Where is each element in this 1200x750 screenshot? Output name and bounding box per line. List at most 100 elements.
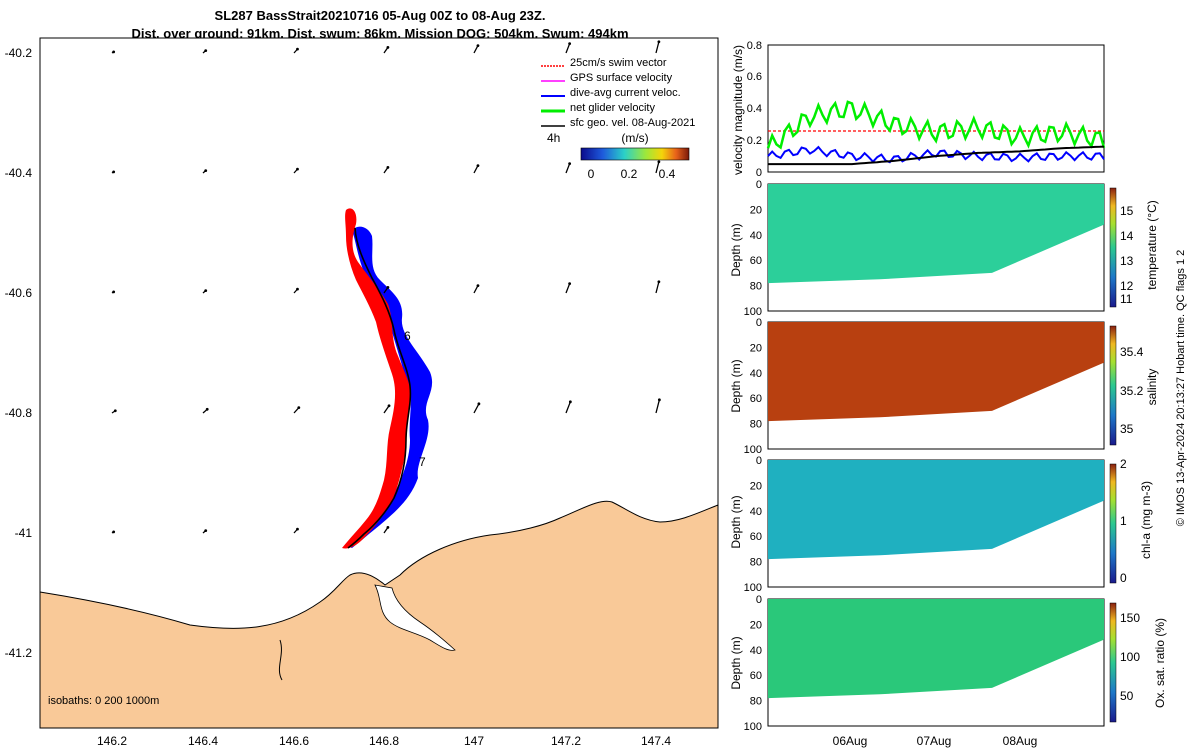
sfc-velocity-arrowhead	[296, 167, 299, 171]
sfc-velocity-arrow	[473, 403, 480, 414]
lat-tick-label: -41	[15, 526, 33, 540]
salinity-depth-label: Depth (m)	[729, 359, 743, 412]
sfc-velocity-arrowhead	[296, 527, 299, 531]
oxygen-colorbar-tick: 100	[1120, 650, 1140, 664]
sfc-velocity-arrow	[655, 161, 660, 174]
salinity-colorbar-tick: 35.2	[1120, 384, 1144, 398]
time-xtick-label: 07Aug	[917, 734, 952, 748]
sfc-velocity-arrowhead	[112, 50, 116, 54]
salinity-colorbar-label: salinity	[1145, 369, 1159, 406]
section-labels: Depth (m) Depth (m) Depth (m) Depth (m) …	[729, 200, 1187, 748]
sfc-velocity-arrow	[565, 163, 571, 174]
lon-tick-label: 147	[464, 734, 484, 748]
depth-tick-label: 20	[750, 342, 762, 354]
sfc-velocity-arrowhead	[386, 166, 390, 169]
sfc-velocity-arrowhead	[568, 400, 572, 404]
colorbar-tick: 0.4	[659, 167, 676, 181]
time-marker-label: 4h	[547, 131, 560, 145]
lon-tick-label: 146.4	[188, 734, 218, 748]
sfc-velocity-arrow	[655, 281, 660, 294]
sfc-velocity-arrow	[655, 399, 661, 414]
sfc-velocity-arrowhead	[204, 529, 208, 533]
speed-colorbar	[580, 147, 690, 161]
chla-section-fill	[768, 460, 1104, 560]
vel-ytick: 0.8	[747, 40, 762, 52]
sfc-velocity-arrowhead	[113, 409, 117, 413]
salinity-colorbar-tick: 35.4	[1120, 345, 1144, 359]
sfc-velocity-arrowhead	[204, 49, 208, 53]
velocity-panel: 0.8 0.6 0.4 0.2 0 velocity magnitude (m/…	[731, 40, 1106, 179]
velocity-series-line	[766, 100, 1106, 150]
depth-tick-label: 80	[750, 281, 762, 293]
depth-tick-label: 20	[750, 619, 762, 631]
day-label-6: 6	[404, 329, 411, 343]
oxygen-section-fill	[768, 599, 1104, 699]
velocity-series-line	[768, 145, 1105, 166]
depth-tick-label: 0	[756, 317, 762, 329]
sfc-velocity-arrowhead	[296, 287, 299, 291]
longitude-ticks: 146.2 146.4 146.6 146.8 147 147.2 147.4	[97, 734, 671, 748]
salinity-colorbar-tick: 35	[1120, 422, 1134, 436]
chla-colorbar-tick: 2	[1120, 457, 1127, 471]
depth-tick-label: 40	[750, 506, 762, 518]
depth-tick-label: 100	[744, 582, 762, 594]
depth-tick-label: 60	[750, 255, 762, 267]
river-inlet	[278, 639, 283, 681]
depth-tick-label: 0	[756, 179, 762, 191]
depth-tick-label: 40	[750, 645, 762, 657]
latitude-ticks: -40.2 -40.4 -40.6 -40.8 -41 -41.2	[5, 46, 33, 660]
coastline-land	[39, 500, 719, 729]
velocity-plot-area	[767, 44, 1105, 173]
depth-tick-label: 100	[744, 444, 762, 456]
sfc-velocity-arrow	[565, 43, 571, 54]
isobaths-label: isobaths: 0 200 1000m	[48, 695, 159, 707]
depth-tick-label: 0	[756, 455, 762, 467]
track-current-band	[346, 226, 433, 548]
depth-tick-label: 0	[756, 594, 762, 606]
estuary	[374, 584, 456, 651]
sfc-velocity-arrowhead	[477, 402, 481, 406]
temperature-colorbar	[1109, 187, 1117, 308]
sfc-velocity-arrows	[111, 40, 661, 534]
lat-tick-label: -40.6	[5, 286, 33, 300]
vel-ytick: 0	[756, 167, 762, 179]
salinity-colorbar	[1109, 325, 1117, 446]
lat-tick-label: -41.2	[5, 646, 33, 660]
map-panel: 6 7 -40.2 -40.4 -40.6 -40.8 -41 -41.2 14…	[5, 37, 719, 748]
depth-tick-label: 60	[750, 670, 762, 682]
oxygen-colorbar	[1109, 602, 1117, 723]
sfc-velocity-arrowhead	[204, 289, 208, 293]
section-panels: 020406080100151413121102040608010035.435…	[744, 179, 1144, 733]
velocity-ylabel: velocity magnitude (m/s)	[731, 45, 745, 175]
salinity-section-panel: 0 20 40 60 80 100 35.4 35.2 35	[744, 317, 1144, 456]
legend-label-gps: GPS surface velocity	[570, 72, 673, 84]
sfc-velocity-arrowhead	[657, 160, 661, 164]
depth-tick-label: 60	[750, 531, 762, 543]
chla-colorbar-tick: 0	[1120, 571, 1127, 585]
temperature-depth-label: Depth (m)	[729, 223, 743, 276]
sfc-velocity-arrowhead	[657, 398, 661, 402]
chla-colorbar-tick: 1	[1120, 514, 1127, 528]
colorbar-tick: 0.2	[621, 167, 638, 181]
sfc-velocity-arrowhead	[568, 282, 572, 286]
depth-tick-label: 80	[750, 419, 762, 431]
legend-label-current: dive-avg current veloc.	[570, 87, 681, 99]
track-swim-band	[342, 208, 411, 549]
track-line	[347, 227, 412, 549]
oxygen-section-panel: 0 20 40 60 80 100 150 100 50	[744, 594, 1141, 733]
vel-ytick: 0.6	[747, 71, 762, 83]
velocity-series	[766, 100, 1106, 166]
lat-tick-label: -40.4	[5, 166, 33, 180]
sfc-velocity-arrowhead	[112, 530, 116, 534]
sfc-velocity-arrowhead	[568, 42, 572, 46]
sfc-velocity-arrowhead	[476, 164, 480, 167]
sfc-velocity-arrowhead	[205, 407, 209, 411]
legend-label-geo: sfc geo. vel. 08-Aug-2021	[570, 117, 695, 129]
sfc-velocity-arrow	[565, 283, 571, 294]
lon-tick-label: 146.6	[279, 734, 309, 748]
oxygen-colorbar-tick: 150	[1120, 611, 1140, 625]
depth-tick-label: 80	[750, 696, 762, 708]
sfc-velocity-arrow	[655, 41, 660, 54]
